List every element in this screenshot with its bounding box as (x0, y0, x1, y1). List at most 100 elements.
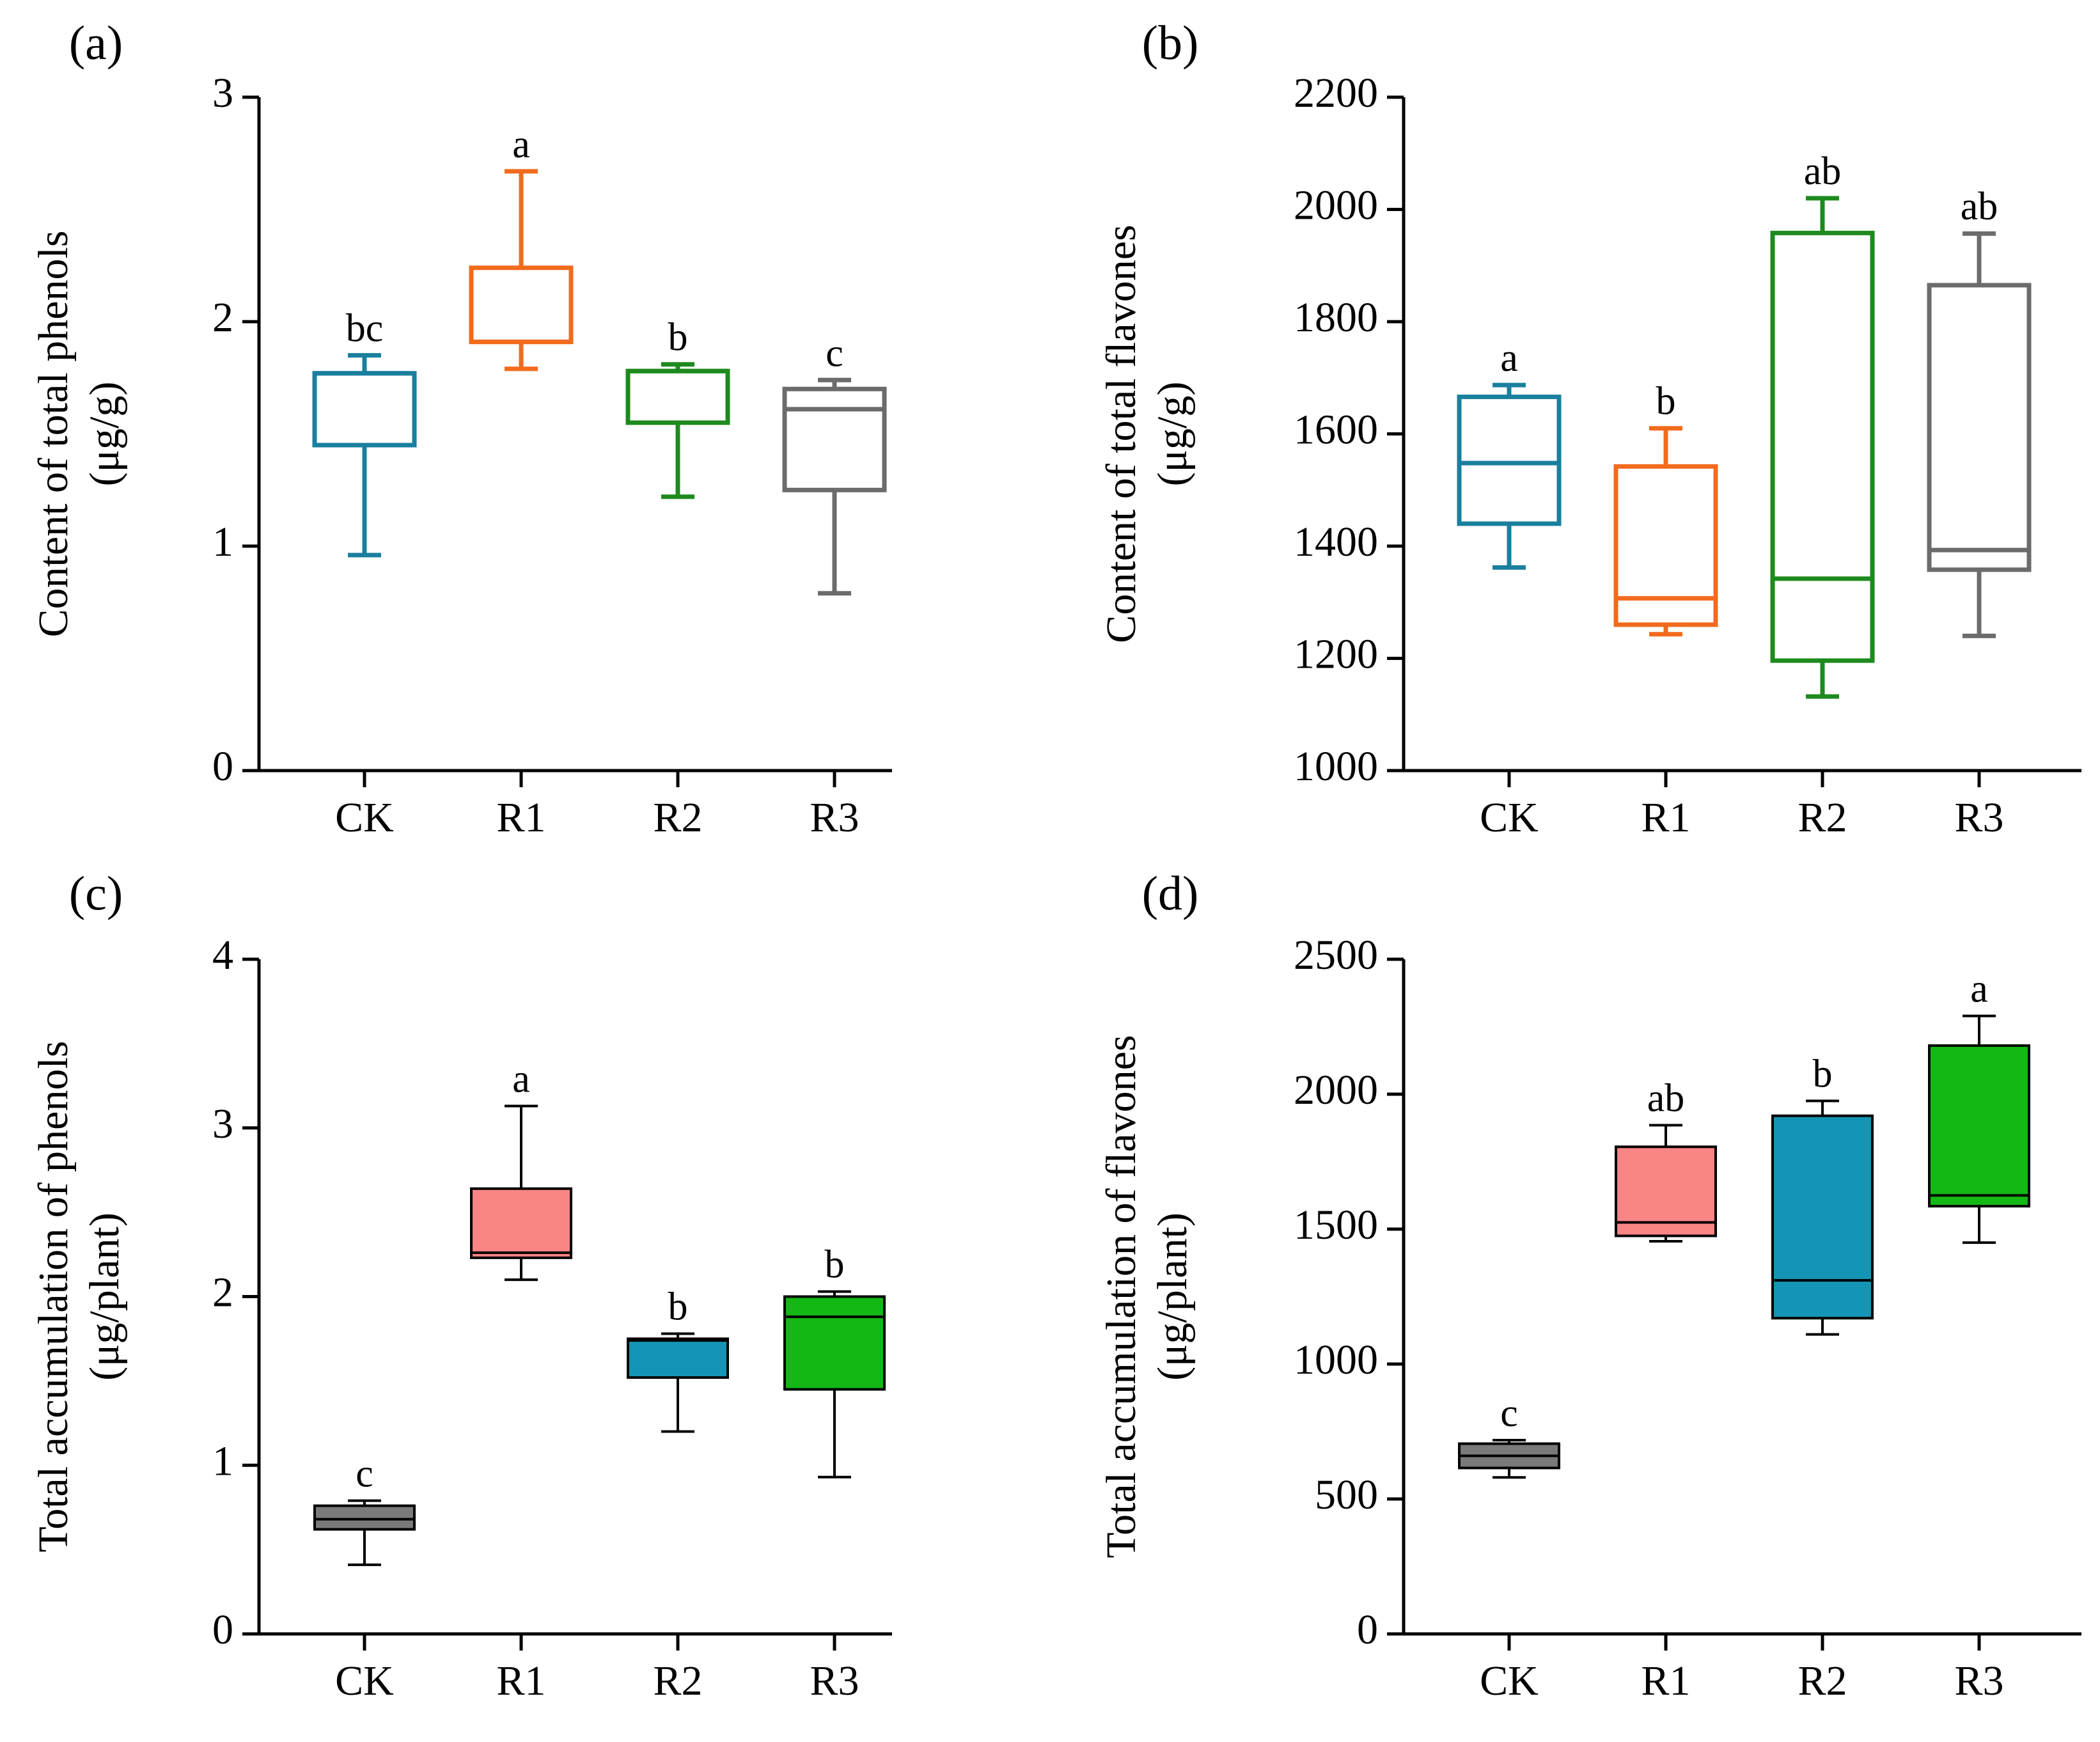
x-tick-label: R1 (1641, 1658, 1690, 1704)
chart-panel-c: (c) Total accumulation of phenols (μg/plan… (30, 867, 892, 1704)
x-tick-label: R3 (810, 794, 859, 841)
significance-label: bc (346, 307, 384, 350)
y-tick-label: 4 (212, 932, 233, 978)
chart-panel-b: (b) Content of total flavones (μg/g) 1000 12… (1098, 16, 2081, 841)
y-axis-unit: (μg/plant) (1149, 1212, 1196, 1381)
x-tick-label: R3 (1954, 1658, 2003, 1704)
significance-label: b (1813, 1053, 1833, 1096)
significance-label: a (1500, 336, 1518, 380)
y-axis-title: Content of total phenols (30, 230, 77, 637)
x-tick-label: R3 (1954, 794, 2003, 841)
y-tick-label: 2200 (1294, 70, 1378, 116)
box-iqr (1613, 464, 1718, 627)
x-tick-label: CK (1480, 794, 1539, 841)
y-axis-unit: (μg/plant) (81, 1212, 128, 1381)
x-tick-label: CK (335, 1658, 394, 1704)
significance-label: b (668, 1285, 688, 1329)
box-ck: c (313, 1452, 416, 1566)
box-iqr (1457, 395, 1562, 526)
y-tick-label: 3 (212, 70, 233, 116)
y-tick-label: 2 (212, 1269, 233, 1316)
y-axis-title: Content of total flavones (1098, 224, 1145, 643)
significance-label: b (1656, 380, 1676, 423)
y-tick-label: 1400 (1294, 519, 1378, 565)
x-tick-label: R1 (496, 1658, 545, 1704)
panel-label: (c) (69, 867, 123, 920)
box-iqr (1615, 1145, 1717, 1237)
x-tick-label: R2 (1798, 1658, 1847, 1704)
significance-label: b (668, 316, 688, 359)
box-iqr (1770, 230, 1875, 663)
significance-label: ab (1804, 150, 1842, 193)
box-r2: ab (1770, 150, 1875, 699)
box-r1: ab (1615, 1077, 1717, 1243)
x-tick-label: R2 (1798, 794, 1847, 841)
box-r2: b (625, 316, 730, 499)
x-tick-label: R1 (496, 794, 545, 841)
y-tick-label: 1600 (1294, 407, 1378, 453)
y-axis-title: Total accumulation of phenols (30, 1041, 77, 1553)
y-axis-title: Total accumulation of flavones (1098, 1035, 1145, 1558)
box-r3: c (782, 331, 887, 596)
box-iqr (313, 1504, 416, 1531)
y-tick-label: 1200 (1294, 631, 1378, 678)
box-iqr (1771, 1114, 1874, 1320)
significance-label: b (825, 1243, 845, 1287)
y-tick-label: 1800 (1294, 294, 1378, 341)
box-r2: b (627, 1285, 729, 1433)
box-r3: b (783, 1243, 886, 1479)
box-r3: ab (1927, 185, 2032, 638)
chart-panel-d: (d) Total accumulation of flavones (μg/pla… (1098, 867, 2081, 1704)
significance-label: c (826, 331, 843, 375)
box-iqr (470, 1187, 572, 1259)
y-tick-label: 1 (212, 1438, 233, 1484)
box-iqr (625, 368, 730, 425)
box-iqr (783, 1295, 886, 1391)
x-tick-label: CK (335, 794, 394, 841)
y-tick-label: 2000 (1294, 1067, 1378, 1113)
y-axis-unit: (μg/g) (81, 382, 128, 487)
box-r1: a (469, 123, 574, 372)
box-r1: b (1613, 380, 1718, 637)
y-tick-label: 1500 (1294, 1202, 1378, 1248)
box-r1: a (470, 1057, 572, 1282)
x-tick-label: R2 (653, 1658, 702, 1704)
y-axis-unit: (μg/g) (1149, 382, 1196, 487)
y-tick-label: 1000 (1294, 743, 1378, 790)
y-tick-label: 500 (1315, 1471, 1378, 1518)
y-tick-label: 2 (212, 294, 233, 341)
box-iqr (1927, 283, 2032, 572)
box-ck: a (1457, 336, 1562, 570)
chart-panel-a: (a) Content of total phenols (μg/g) 0 1 2 3 CK R… (30, 16, 892, 841)
x-tick-label: R3 (810, 1658, 859, 1704)
significance-label: a (512, 123, 530, 166)
y-tick-label: 1000 (1294, 1337, 1378, 1383)
y-tick-label: 0 (212, 743, 233, 790)
y-tick-label: 0 (212, 1606, 233, 1653)
x-tick-label: R1 (1641, 794, 1690, 841)
y-tick-label: 2500 (1294, 932, 1378, 978)
significance-label: c (1500, 1392, 1518, 1435)
significance-label: ab (1961, 185, 1998, 228)
x-tick-label: CK (1480, 1658, 1539, 1704)
significance-label: ab (1647, 1077, 1685, 1120)
panel-label: (d) (1142, 867, 1199, 920)
box-iqr (782, 386, 887, 492)
box-iqr (469, 265, 574, 345)
y-tick-label: 1 (212, 519, 233, 565)
x-tick-label: R2 (653, 794, 702, 841)
box-ck: c (1458, 1392, 1560, 1479)
box-ck: bc (312, 307, 417, 558)
significance-label: a (1970, 968, 1988, 1011)
box-r2: b (1771, 1053, 1874, 1336)
y-tick-label: 0 (1357, 1606, 1378, 1653)
significance-label: c (356, 1452, 373, 1496)
box-iqr (312, 371, 417, 448)
box-r3: a (1928, 968, 2030, 1244)
box-iqr (1928, 1044, 2030, 1208)
panel-label: (b) (1142, 16, 1199, 70)
y-tick-label: 2000 (1294, 182, 1378, 229)
panel-label: (a) (69, 16, 123, 70)
box-iqr (627, 1337, 729, 1379)
